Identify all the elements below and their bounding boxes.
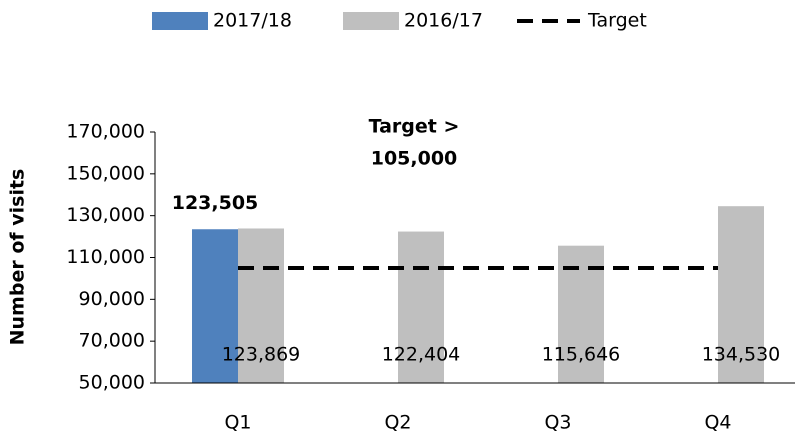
- x-tick-label: Q4: [704, 412, 731, 434]
- y-tick-label: 130,000: [66, 204, 145, 226]
- annotation: 105,000: [371, 148, 458, 170]
- y-tick-label: 90,000: [79, 288, 145, 310]
- bar: [238, 228, 284, 383]
- data-label: 122,404: [382, 344, 461, 366]
- data-label: 123,869: [222, 344, 301, 366]
- data-label: 115,646: [542, 344, 621, 366]
- data-label: 134,530: [702, 344, 781, 366]
- x-tick-label: Q2: [384, 412, 411, 434]
- x-tick-label: Q3: [544, 412, 571, 434]
- y-tick-label: 110,000: [66, 246, 145, 268]
- legend-label: 2016/17: [404, 10, 483, 32]
- x-tick-label: Q1: [224, 412, 251, 434]
- y-tick-label: 170,000: [66, 121, 145, 143]
- legend-label: Target: [587, 10, 647, 32]
- legend-swatch: [343, 12, 399, 30]
- bar: [718, 206, 764, 383]
- legend-swatch: [152, 12, 208, 30]
- y-tick-label: 150,000: [66, 162, 145, 184]
- y-tick-label: 70,000: [79, 330, 145, 352]
- bar: [192, 229, 238, 383]
- y-axis-label: Number of visits: [7, 169, 29, 346]
- bar: [398, 231, 444, 383]
- annotation: Target >: [369, 116, 460, 138]
- data-label: 123,505: [172, 192, 259, 214]
- y-tick-label: 50,000: [79, 372, 145, 394]
- legend-label: 2017/18: [213, 10, 292, 32]
